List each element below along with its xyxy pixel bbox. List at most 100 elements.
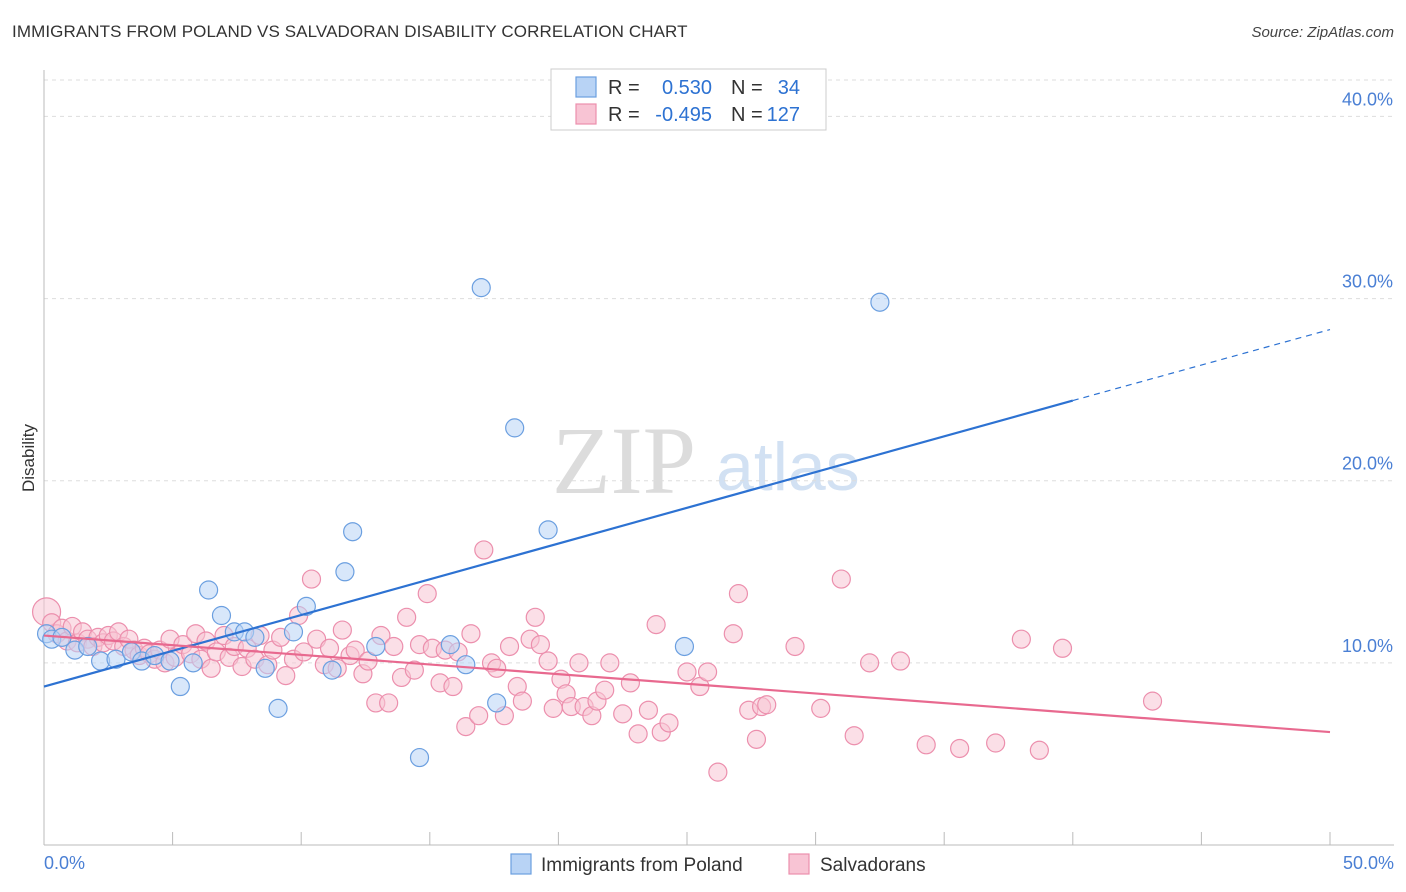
salvadoran-point [1052, 638, 1073, 658]
salvadoran-point [525, 607, 545, 627]
bottom-legend-label-poland: Immigrants from Poland [541, 855, 743, 876]
poland-point [268, 698, 288, 718]
poland-point [343, 522, 363, 542]
poland-point [870, 292, 890, 312]
salvadoran-point [620, 673, 641, 693]
legend-box [550, 68, 827, 131]
salvadoran-point [1142, 691, 1163, 711]
salvadoran-point [417, 584, 437, 604]
poland-point [366, 636, 386, 657]
y-axis-tick-labels: 10.0% 20.0% 30.0% 40.0% [1342, 89, 1393, 655]
legend-r-label-poland: R = [608, 77, 640, 99]
legend-n-label-salvadorans: N = [731, 104, 763, 126]
y-tick-label: 40.0% [1342, 89, 1393, 109]
poland-point [78, 636, 98, 657]
x-axis-ticks [43, 832, 1331, 845]
salvadoran-point [499, 636, 520, 657]
legend-n-label-poland: N = [731, 77, 763, 99]
poland-point [471, 278, 491, 298]
salvadoran-point [916, 735, 936, 755]
legend-n-value-salvadorans: 127 [767, 104, 800, 126]
poland-point [296, 596, 316, 616]
salvadoran-point [443, 676, 463, 697]
salvadoran-point [201, 658, 221, 678]
salvadoran-point [646, 615, 666, 635]
salvadoran-point [890, 651, 911, 671]
salvadoran-point [384, 636, 404, 657]
salvadoran-point [600, 653, 620, 673]
salvadoran-point [319, 638, 340, 658]
salvadoran-point [397, 607, 417, 627]
bottom-legend-label-salvadorans: Salvadorans [820, 855, 926, 876]
salvadoran-point [785, 636, 805, 657]
salvadoran-point [831, 569, 851, 589]
legend-swatch-salvadorans [575, 103, 597, 125]
y-tick-label: 10.0% [1342, 636, 1393, 656]
gridlines [44, 79, 1394, 664]
x-tick-label-min: 0.0% [44, 853, 85, 873]
salvadoran-point [276, 666, 296, 686]
legend-r-value-salvadorans: -0.495 [655, 104, 712, 126]
salvadoran-point [456, 717, 476, 737]
salvadoran-point [628, 724, 648, 744]
salvadoran-point [1011, 629, 1031, 649]
salvadorans-trend-line [43, 634, 1331, 734]
salvadoran-point [469, 706, 489, 726]
poland-point [199, 580, 219, 600]
axes [43, 70, 1394, 846]
watermark-zip: ZIP [552, 407, 696, 514]
y-axis-title: Disability [19, 423, 38, 492]
salvadoran-point [659, 713, 679, 733]
legend-r-value-poland: 0.530 [662, 77, 712, 99]
poland-point [505, 418, 525, 438]
salvadoran-point [638, 700, 659, 720]
salvadoran-point [860, 653, 880, 673]
poland-point [440, 635, 460, 655]
trend-lines [43, 328, 1331, 734]
salvadoran-point [474, 540, 494, 560]
correlation-legend: R = 0.530 N = 34 R = -0.495 N = 127 [550, 68, 827, 131]
salvadoran-point [697, 662, 718, 682]
salvadoran-point [569, 653, 589, 673]
x-tick-label-max: 50.0% [1343, 853, 1394, 873]
salvadoran-point [1029, 740, 1049, 760]
poland-point [170, 676, 190, 697]
salvadoran-point [677, 662, 697, 682]
salvadoran-point [512, 691, 532, 711]
salvadoran-point [746, 729, 767, 749]
salvadoran-point [723, 624, 743, 644]
legend-r-label-salvadorans: R = [608, 104, 640, 126]
poland-point [322, 660, 342, 680]
bottom-legend-swatch-salvadorans [788, 853, 810, 875]
salvadoran-point [379, 693, 399, 713]
salvadoran-point [404, 660, 424, 680]
poland-point [183, 653, 203, 673]
poland-points [36, 278, 890, 768]
poland-point [487, 693, 507, 713]
salvadoran-point [538, 651, 558, 671]
salvadoran-point [301, 569, 322, 589]
series-legend: Immigrants from Poland Salvadorans [510, 853, 926, 876]
poland-point [409, 747, 430, 768]
poland-point [538, 520, 558, 540]
poland-point [674, 636, 695, 657]
salvadoran-point [728, 584, 749, 604]
poland-point [245, 627, 265, 647]
poland-trend-line [43, 399, 1074, 688]
poland-point [106, 649, 126, 669]
bottom-legend-swatch-poland [510, 853, 532, 875]
salvadoran-point [332, 620, 352, 640]
poland-point [335, 562, 355, 582]
chart-title: IMMIGRANTS FROM POLAND VS SALVADORAN DIS… [12, 22, 688, 41]
salvadoran-point [613, 704, 633, 724]
poland-point [283, 622, 304, 642]
poland-point [255, 658, 275, 678]
salvadoran-point [543, 698, 563, 718]
poland-trend-extension [1072, 328, 1331, 402]
poland-point [456, 655, 476, 675]
salvadoran-point [595, 680, 615, 700]
source-label: Source: ZipAtlas.com [1251, 24, 1394, 41]
salvadoran-point [811, 698, 831, 718]
salvadoran-point [950, 738, 970, 759]
salvadoran-point [461, 624, 481, 644]
